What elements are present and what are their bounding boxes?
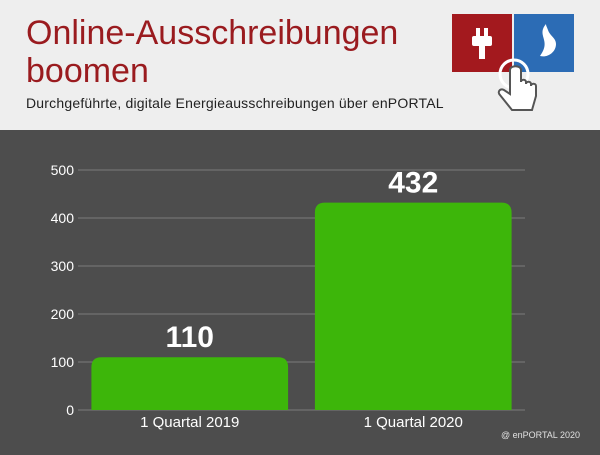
bar: [91, 357, 289, 410]
page-title: Online-Ausschreibungen boomen: [26, 14, 399, 90]
chart-area: 0 100 200 300 400 500 110 1 Quartal 2019 432 1 Qu…: [0, 130, 600, 450]
copyright-credit: @ enPORTAL 2020: [500, 430, 580, 440]
enportal-logo: [452, 14, 574, 111]
bar: [314, 202, 512, 410]
page-subtitle: Durchgeführte, digitale Energieausschrei…: [26, 95, 444, 111]
y-tick-label: 200: [51, 306, 75, 322]
bar-chart: 0 100 200 300 400 500 110 1 Quartal 2019 432 1 Qu…: [51, 162, 525, 431]
power-plug-icon: [472, 28, 492, 59]
header-panel: Online-Ausschreibungen boomen Durchgefüh…: [0, 0, 600, 130]
gas-flame-icon: [540, 24, 556, 57]
y-tick-label: 500: [51, 162, 75, 178]
x-tick-label: 1 Quartal 2019: [140, 414, 239, 431]
y-tick-label: 0: [66, 402, 74, 418]
y-tick-label: 400: [51, 210, 75, 226]
y-tick-label: 100: [51, 354, 75, 370]
x-tick-label: 1 Quartal 2020: [364, 414, 463, 431]
pointing-hand-icon: [497, 58, 537, 111]
data-label: 432: [388, 167, 438, 200]
y-tick-label: 300: [51, 258, 75, 274]
data-label: 110: [166, 321, 214, 354]
